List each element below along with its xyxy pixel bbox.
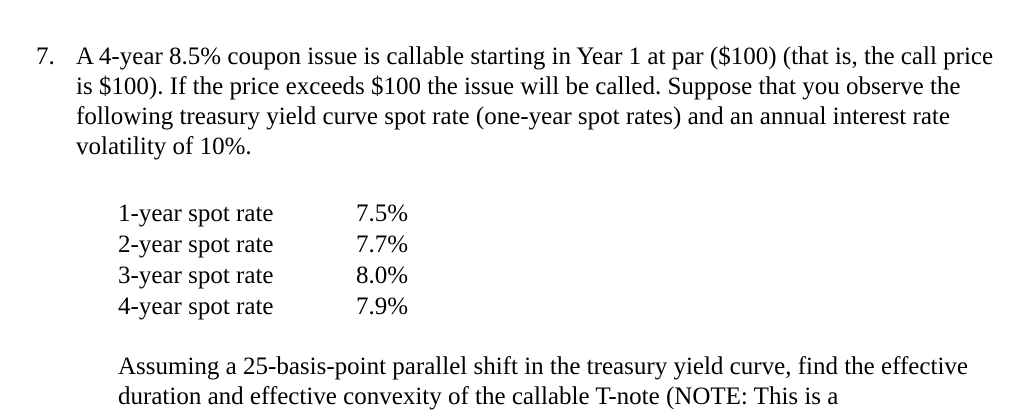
spot-rate-label: 3-year spot rate (118, 262, 274, 289)
spot-rate-value: 7.9% (356, 293, 409, 320)
problem-statement: A 4-year 8.5% coupon issue is callable s… (76, 43, 994, 160)
spot-rate-row: 1-year spot rate 7.5% (118, 199, 408, 230)
spot-rate-table: 1-year spot rate 7.5% 2-year spot rate 7… (118, 199, 408, 323)
spot-rate-row: 2-year spot rate 7.7% (118, 230, 408, 261)
spot-rate-value: 7.5% (356, 200, 409, 227)
followup-question: Assuming a 25-basis-point parallel shift… (118, 353, 968, 410)
spot-rate-label: 2-year spot rate (118, 231, 274, 258)
spot-rate-row: 3-year spot rate 8.0% (118, 261, 408, 292)
spot-rate-label: 4-year spot rate (118, 293, 274, 320)
problem-number: 7. (36, 43, 55, 70)
spot-rate-label: 1-year spot rate (118, 200, 274, 227)
spot-rate-row: 4-year spot rate 7.9% (118, 292, 408, 323)
spot-rate-value: 8.0% (356, 262, 409, 289)
spot-rate-value: 7.7% (356, 231, 409, 258)
